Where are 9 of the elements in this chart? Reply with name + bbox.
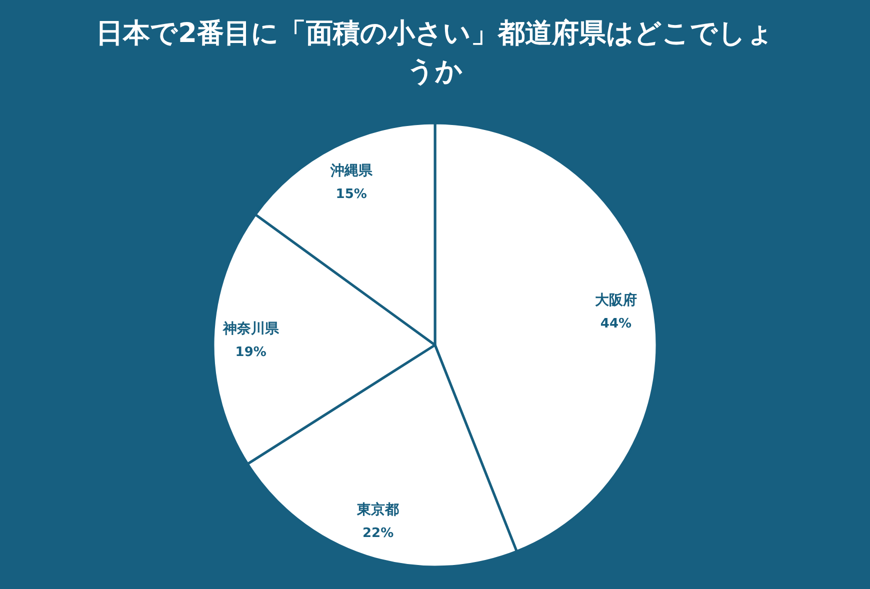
chart-title: 日本で2番目に「面積の小さい」都道府県はどこでしょうか bbox=[96, 18, 774, 87]
data-label: 44% bbox=[600, 316, 632, 332]
slice-label: 東京都 bbox=[356, 501, 400, 518]
data-label: 15% bbox=[336, 186, 367, 202]
slice-label: 沖縄県 bbox=[329, 162, 374, 179]
data-label: 22% bbox=[362, 526, 394, 542]
slice-label: 神奈川県 bbox=[222, 320, 280, 338]
data-label: 19% bbox=[235, 345, 266, 360]
slice-label: 大阪府 bbox=[594, 291, 637, 308]
